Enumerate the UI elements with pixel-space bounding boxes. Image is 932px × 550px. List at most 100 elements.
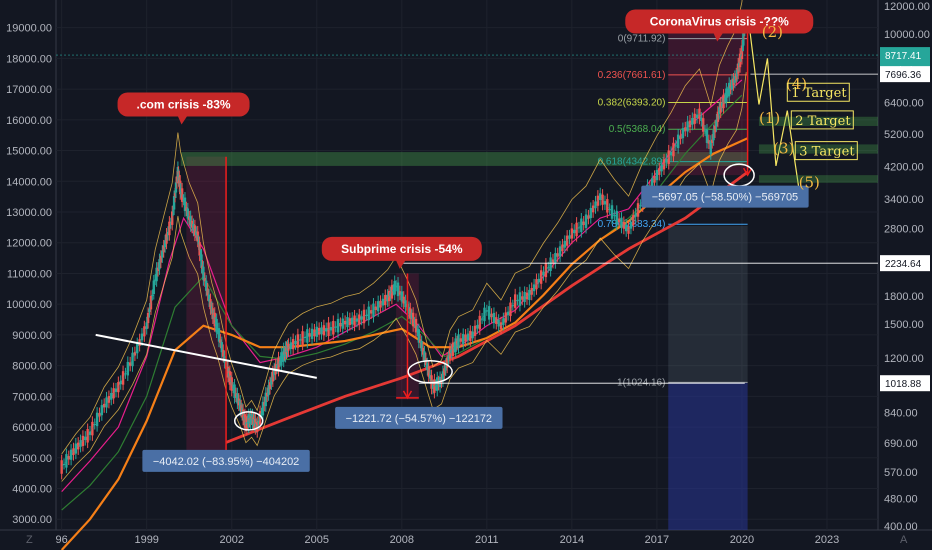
left-axis-tick: 10000.00 xyxy=(6,299,52,311)
measure-callout xyxy=(142,449,310,472)
left-axis-tick: 3000.00 xyxy=(12,514,52,526)
right-axis-tick: 5200.00 xyxy=(884,129,924,141)
bottom-circle-2009 xyxy=(407,360,453,384)
measure-callout-text: −5697.05 (−58.50%) −569705 xyxy=(652,192,799,204)
bubble-tail xyxy=(713,32,724,42)
dotcom-top-band xyxy=(180,152,748,166)
time-axis-tick: 1999 xyxy=(134,534,158,546)
neckline-trend xyxy=(95,333,317,379)
candle-body xyxy=(577,227,581,229)
corona-drop-zone xyxy=(668,12,748,176)
candle-body xyxy=(392,289,395,291)
price-badge[interactable] xyxy=(880,255,930,272)
elliott-wave-path xyxy=(747,12,803,206)
right-axis-tick: 2800.00 xyxy=(884,224,924,236)
right-axis-tick: 840.00 xyxy=(884,408,918,420)
left-axis-tick: 15000.00 xyxy=(6,146,52,158)
axes: 19000.00 18000.00 17000.00 16000.00 15000.00… xyxy=(6,1,930,546)
target-zone xyxy=(758,144,878,154)
candle-body xyxy=(299,339,302,341)
elliott-wave-label: (1) xyxy=(759,109,780,127)
measure-callout xyxy=(335,406,503,429)
price-badge-text: 7696.36 xyxy=(885,70,922,81)
left-axis-tick: 19000.00 xyxy=(6,23,52,35)
left-axis-tick: 5000.00 xyxy=(12,453,52,465)
moving-average-line xyxy=(61,79,743,493)
candle-body xyxy=(613,215,616,217)
price-badge[interactable] xyxy=(880,375,930,392)
candle-body xyxy=(516,300,519,302)
elliott-wave-label: (3) xyxy=(773,140,794,158)
left-axis-tick: 12000.00 xyxy=(6,238,52,250)
price-line xyxy=(61,12,747,468)
left-axis-tick: 14000.00 xyxy=(6,176,52,188)
right-axis-tick: 3400.00 xyxy=(884,194,924,206)
annotations: .com crisis -83% Subprime crisis -54% Coro… xyxy=(117,9,858,472)
elliott-wave-label: (4) xyxy=(786,75,807,93)
auto-scale-icon[interactable]: A xyxy=(900,534,908,546)
elliott-wave-label: (2) xyxy=(762,23,783,41)
crisis-bubble xyxy=(625,9,814,34)
bottom-circle-2002 xyxy=(233,411,264,431)
tradingview-z-icon[interactable]: Z xyxy=(26,534,33,546)
right-axis-tick: 1500.00 xyxy=(884,319,924,331)
right-axis-tick: 480.00 xyxy=(884,493,918,505)
target-label: 3 Target xyxy=(799,145,855,160)
candle-body xyxy=(434,385,438,387)
candle-body xyxy=(453,347,456,349)
target-zone xyxy=(758,116,878,126)
candle-body xyxy=(365,314,368,316)
time-axis-tick: 2011 xyxy=(475,534,499,546)
candle-body xyxy=(60,460,63,474)
time-axis-tick: 2008 xyxy=(390,534,414,546)
fib-level-label: 0(9711.92) xyxy=(618,34,666,45)
price-badge-text: 8717.41 xyxy=(885,51,922,62)
time-axis-tick: 96 xyxy=(56,534,68,546)
measure-callout-text: −1221.72 (−54.57%) −122172 xyxy=(346,413,493,425)
left-axis-tick: 17000.00 xyxy=(6,84,52,96)
right-axis-tick: 12000.00 xyxy=(884,1,930,13)
right-axis-tick: 1200.00 xyxy=(884,353,924,365)
measure-callout-text: −4042.02 (−83.95%) −404202 xyxy=(153,456,300,468)
left-axis-tick: 11000.00 xyxy=(7,268,52,280)
fib-level-label: 0.382(6393.20) xyxy=(598,97,666,108)
left-axis-tick: 18000.00 xyxy=(6,53,52,65)
left-axis-tick: 8000.00 xyxy=(12,361,52,373)
left-axis-tick: 13000.00 xyxy=(6,207,52,219)
target-label: 2 Target xyxy=(795,114,851,129)
bubble-tail xyxy=(177,115,188,125)
crisis-bubble-text: Subprime crisis -54% xyxy=(341,242,463,256)
candle-body xyxy=(547,267,550,269)
crisis-bubble xyxy=(321,236,482,261)
dotcom-drop-zone xyxy=(186,156,227,458)
fib-level-label: 0.236(7661.61) xyxy=(598,70,666,81)
target-box xyxy=(794,141,858,161)
crisis-bubble xyxy=(117,92,250,117)
left-axis-tick: 7000.00 xyxy=(12,391,52,403)
left-axis-tick: 6000.00 xyxy=(12,422,52,434)
time-axis-tick: 2005 xyxy=(305,534,329,546)
bubble-tail xyxy=(395,259,406,269)
measure-callout xyxy=(641,185,809,208)
target-box xyxy=(786,82,850,102)
candle-body xyxy=(303,336,307,338)
corona-drop-arrow-head xyxy=(742,167,753,177)
time-axis-tick: 2014 xyxy=(560,534,584,546)
lower-band xyxy=(61,72,747,482)
right-axis-tick: 570.00 xyxy=(884,467,918,479)
right-axis-tick: 1800.00 xyxy=(884,291,924,303)
upper-band xyxy=(61,0,743,455)
price-badge[interactable] xyxy=(880,47,930,64)
price-badge-text: 2234.64 xyxy=(885,259,922,270)
elliott-wave-label: (5) xyxy=(799,173,820,191)
time-axis-tick: 2023 xyxy=(815,534,839,546)
fib-level-label: 0.5(5368.04) xyxy=(609,124,666,135)
fib-level-label: 0.618(4342.89) xyxy=(598,157,666,168)
drawings xyxy=(56,12,878,460)
price-badge[interactable] xyxy=(880,66,930,83)
crisis-bubble-text: .com crisis -83% xyxy=(137,97,231,111)
price-badge-text: 1018.88 xyxy=(885,379,922,390)
fib-mid-zone xyxy=(668,225,748,384)
left-axis-tick: 9000.00 xyxy=(12,330,52,342)
